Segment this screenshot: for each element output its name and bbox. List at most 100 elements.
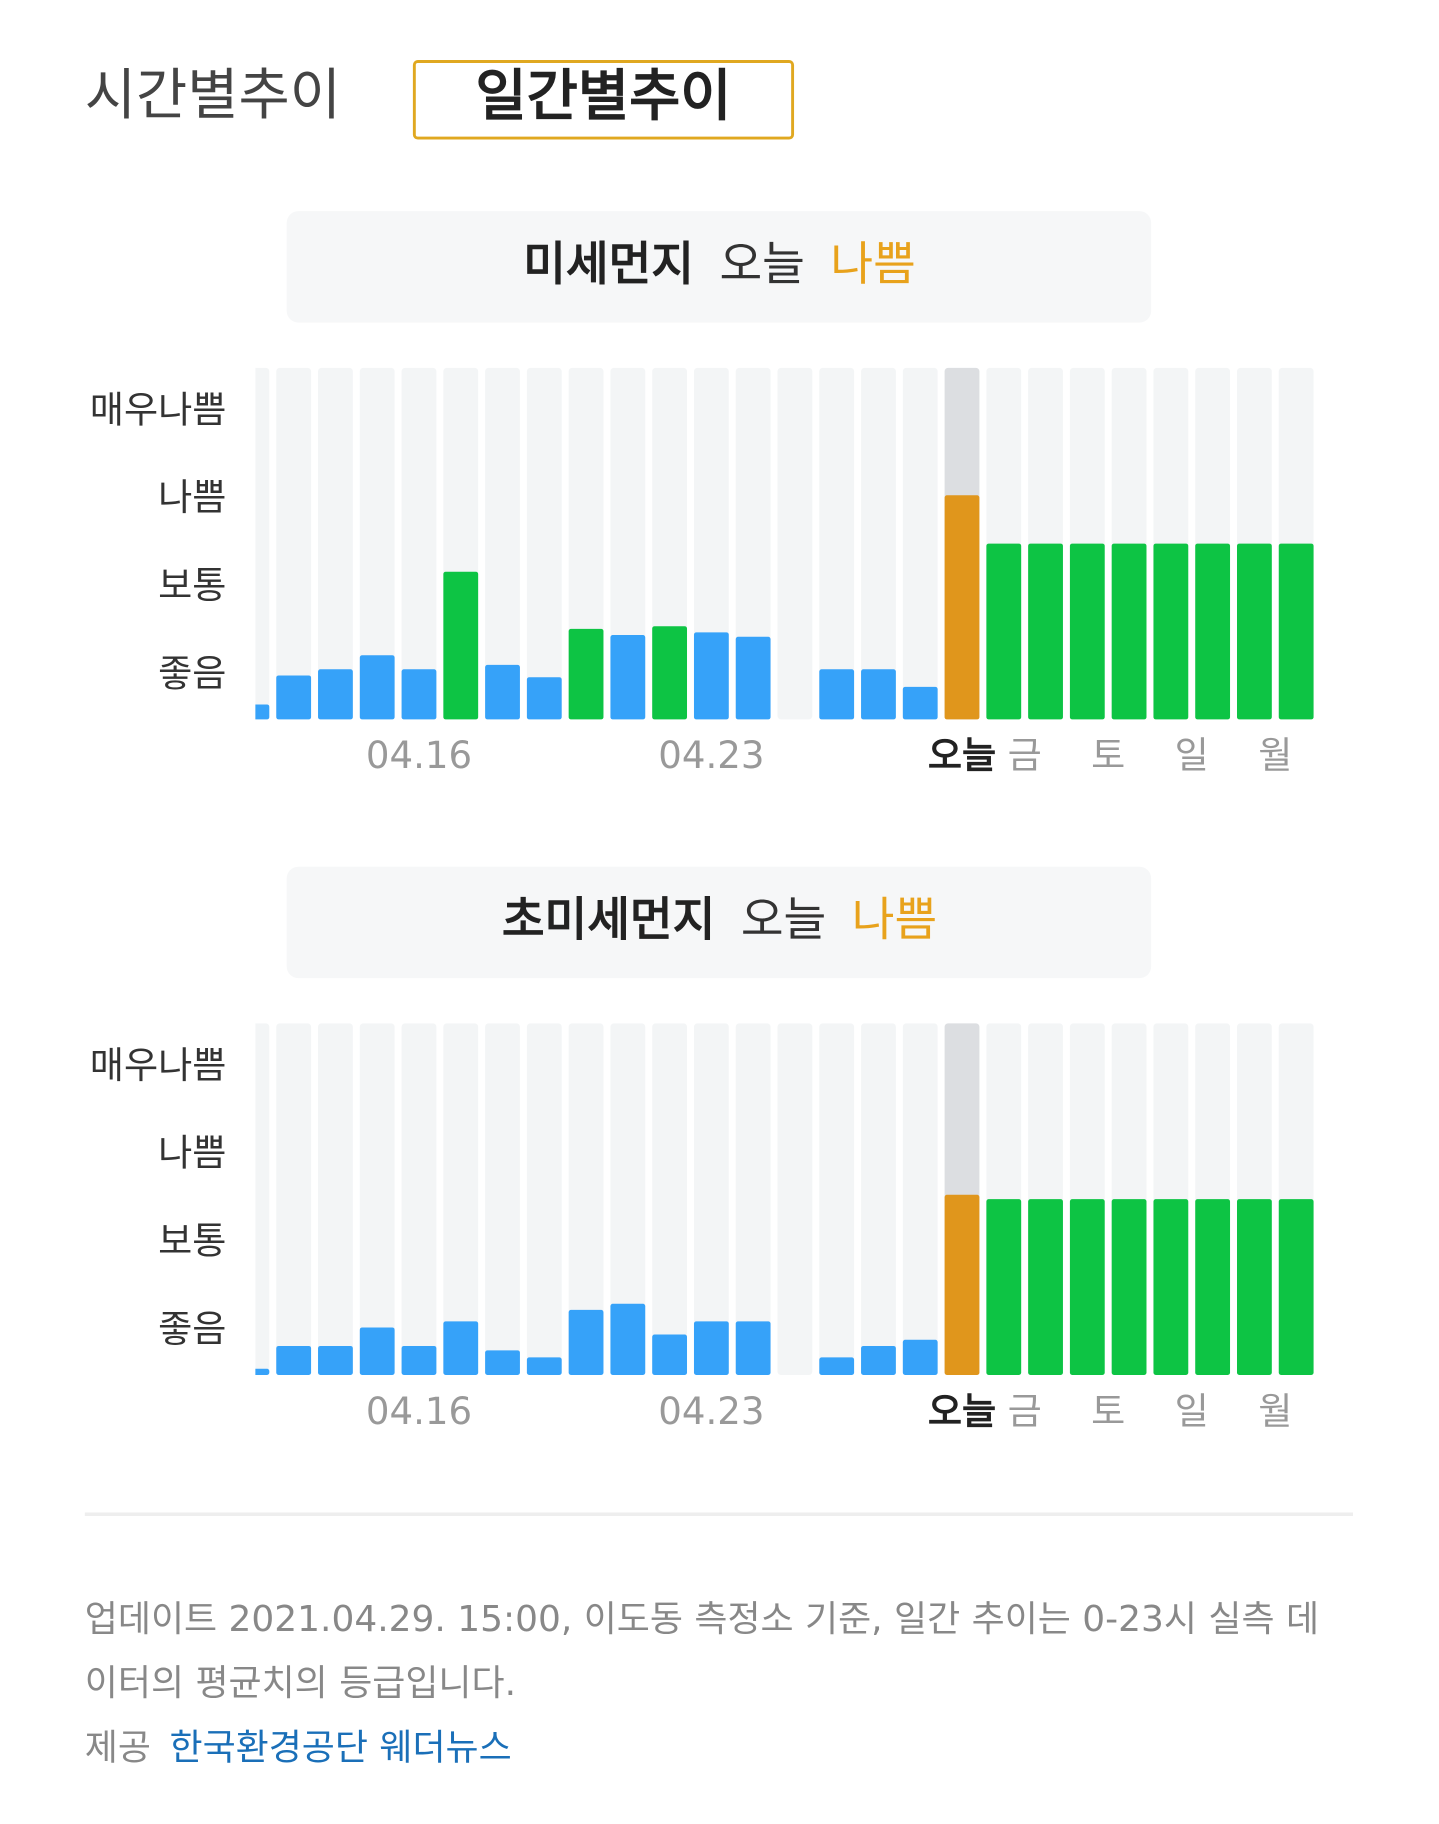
tab-daily[interactable]: 일간별추이 (475, 64, 731, 129)
bar (1195, 543, 1231, 720)
bar (255, 704, 270, 720)
bar (986, 543, 1022, 720)
y-tick-label: 매우나쁨 (90, 1044, 227, 1087)
bar (318, 1345, 353, 1375)
bar (359, 655, 395, 720)
footer-note: 업데이트 2021.04.29. 15:00, 이도동 측정소 기준, 일간 추… (85, 1599, 1319, 1640)
column-background (861, 367, 896, 720)
bar (1195, 1199, 1231, 1375)
bar (568, 1309, 604, 1375)
y-tick-label: 나쁨 (158, 1132, 226, 1175)
column-background (819, 1023, 855, 1375)
x-tick-label: 토 (1091, 1390, 1125, 1433)
x-tick-label: 04.23 (658, 1390, 764, 1433)
bar (861, 1345, 896, 1375)
chart-header: 미세먼지 오늘 나쁨 (523, 236, 916, 290)
bar (526, 677, 562, 720)
status-prefix: 오늘 (720, 236, 805, 290)
chart-header: 초미세먼지 오늘 나쁨 (502, 892, 937, 946)
bar (1028, 1199, 1063, 1375)
y-tick-label: 매우나쁨 (90, 388, 227, 431)
column-background (610, 367, 646, 720)
bar (652, 626, 688, 720)
bar (1153, 543, 1189, 720)
bar (1278, 543, 1314, 720)
x-tick-label: 오늘 (928, 734, 996, 777)
column-background (318, 1023, 353, 1375)
bar (401, 1345, 437, 1375)
y-tick-label: 좋음 (158, 1308, 226, 1351)
bar (276, 675, 312, 720)
column-background (610, 1023, 646, 1375)
status: 나쁨 (830, 236, 915, 290)
plot-area (255, 1023, 1314, 1375)
tab-hourly[interactable]: 시간별추이 (85, 63, 341, 128)
bar (526, 1357, 562, 1375)
bar (276, 1345, 312, 1375)
bar (1278, 1199, 1314, 1375)
bar (255, 1368, 270, 1375)
x-tick-label: 월 (1258, 1390, 1292, 1433)
bar (861, 669, 896, 720)
bar (819, 1357, 855, 1375)
bar (443, 571, 479, 720)
column-background (255, 367, 270, 720)
bar (735, 1321, 771, 1375)
y-tick-label: 보통 (158, 564, 226, 607)
column-background (568, 1023, 604, 1375)
bar (610, 1303, 646, 1375)
column-background (526, 367, 562, 720)
column-background (318, 367, 353, 720)
bar (1236, 543, 1272, 720)
status: 나쁨 (852, 892, 937, 946)
bar (485, 1350, 520, 1375)
status-prefix: 오늘 (741, 892, 826, 946)
column-background (693, 1023, 729, 1375)
bar (443, 1321, 479, 1375)
column-background (401, 367, 437, 720)
x-tick-label: 월 (1258, 734, 1292, 777)
bar (1069, 1199, 1105, 1375)
column-background (255, 1023, 270, 1375)
bar (1153, 1199, 1189, 1375)
column-background (443, 1023, 479, 1375)
column-background (777, 367, 813, 720)
chart-title: 미세먼지 (523, 236, 694, 290)
bar (819, 669, 855, 720)
bar (693, 632, 729, 720)
x-tick-label: 금 (1008, 734, 1042, 777)
bar (1111, 1199, 1147, 1375)
chart-header-box (286, 211, 1152, 323)
column-background (485, 1023, 520, 1375)
bar (693, 1321, 729, 1375)
source-label: 제공 (85, 1728, 151, 1769)
chart-header-box (286, 866, 1152, 979)
x-tick-label: 금 (1008, 1390, 1042, 1433)
bar (652, 1334, 688, 1375)
column-background (652, 1023, 688, 1375)
column-background (276, 367, 312, 720)
column-background (693, 367, 729, 720)
x-tick-label: 04.23 (658, 734, 764, 777)
bar (568, 628, 604, 720)
source-link[interactable]: 한국환경공단 웨더뉴스 (170, 1728, 512, 1769)
bar (1236, 1199, 1272, 1375)
bar (1069, 543, 1105, 720)
tab-active-box[interactable] (412, 60, 795, 140)
column-background (819, 367, 855, 720)
x-tick-label: 토 (1091, 734, 1125, 777)
plot-area (255, 367, 1314, 720)
column-background (777, 1023, 813, 1375)
bar (902, 686, 938, 720)
column-background (276, 1023, 312, 1375)
bar (986, 1199, 1022, 1375)
x-tick-label: 오늘 (928, 1390, 996, 1433)
column-background (902, 367, 938, 720)
column-background (735, 367, 771, 720)
chart-title: 초미세먼지 (502, 892, 715, 946)
bar (401, 669, 437, 720)
column-background (861, 1023, 896, 1375)
